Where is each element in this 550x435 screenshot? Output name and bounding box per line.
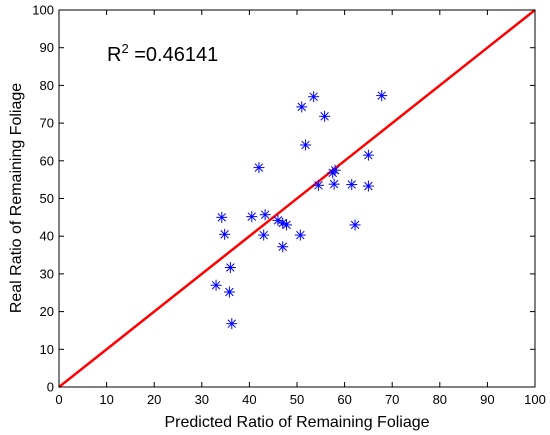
x-tick-label: 0 (55, 392, 62, 407)
y-tick-label: 20 (40, 304, 54, 319)
x-axis-label: Predicted Ratio of Remaining Foliage (164, 414, 429, 431)
y-tick-label: 40 (40, 229, 54, 244)
x-tick-label: 40 (242, 392, 256, 407)
data-point (224, 261, 236, 273)
y-tick-label: 10 (40, 342, 54, 357)
y-tick-label: 60 (40, 153, 54, 168)
data-point (312, 179, 324, 191)
data-point (219, 228, 231, 240)
r-squared-annotation: R2 =0.46141 (107, 41, 218, 66)
x-tick-label: 30 (195, 392, 209, 407)
data-point (216, 211, 228, 223)
x-tick-label: 60 (337, 392, 351, 407)
x-tick-label: 10 (99, 392, 113, 407)
data-point (296, 101, 308, 113)
x-tick-label: 20 (147, 392, 161, 407)
data-point (210, 279, 222, 291)
data-point (294, 229, 306, 241)
y-tick-label: 30 (40, 266, 54, 281)
data-point (308, 91, 320, 103)
x-tick-label: 90 (480, 392, 494, 407)
y-tick-label: 50 (40, 191, 54, 206)
ticks-layer: 0 10 20 30 40 50 60 70 80 90 100 0 10 20 30 40 50 60 70 80 9… (32, 3, 546, 408)
reference-line (58, 9, 536, 388)
data-point (346, 179, 358, 191)
data-point (319, 110, 331, 122)
y-axis-label: Real Ratio of Remaining Foliage (8, 83, 25, 313)
y-tick-label: 0 (47, 380, 54, 395)
y-tick-label: 80 (40, 78, 54, 93)
data-point (349, 219, 361, 231)
x-tick-label: 100 (524, 392, 546, 407)
data-point (223, 286, 235, 298)
data-point (246, 211, 258, 223)
data-point (259, 209, 271, 221)
data-point (300, 139, 312, 151)
data-point (258, 229, 270, 241)
y-tick-label: 100 (32, 3, 54, 18)
data-point (253, 162, 265, 174)
x-tick-label: 70 (385, 392, 399, 407)
data-point (329, 164, 341, 176)
data-point (281, 219, 293, 231)
x-tick-label: 80 (433, 392, 447, 407)
reference-line-layer (58, 9, 536, 388)
data-point (277, 241, 289, 253)
data-point (376, 90, 388, 102)
y-tick-label: 70 (40, 116, 54, 131)
x-tick-label: 50 (290, 392, 304, 407)
data-point (362, 180, 374, 192)
scatter-points-layer (210, 90, 388, 330)
data-point (226, 318, 238, 330)
data-point (328, 178, 340, 190)
data-point (362, 149, 374, 161)
y-tick-label: 90 (40, 40, 54, 55)
